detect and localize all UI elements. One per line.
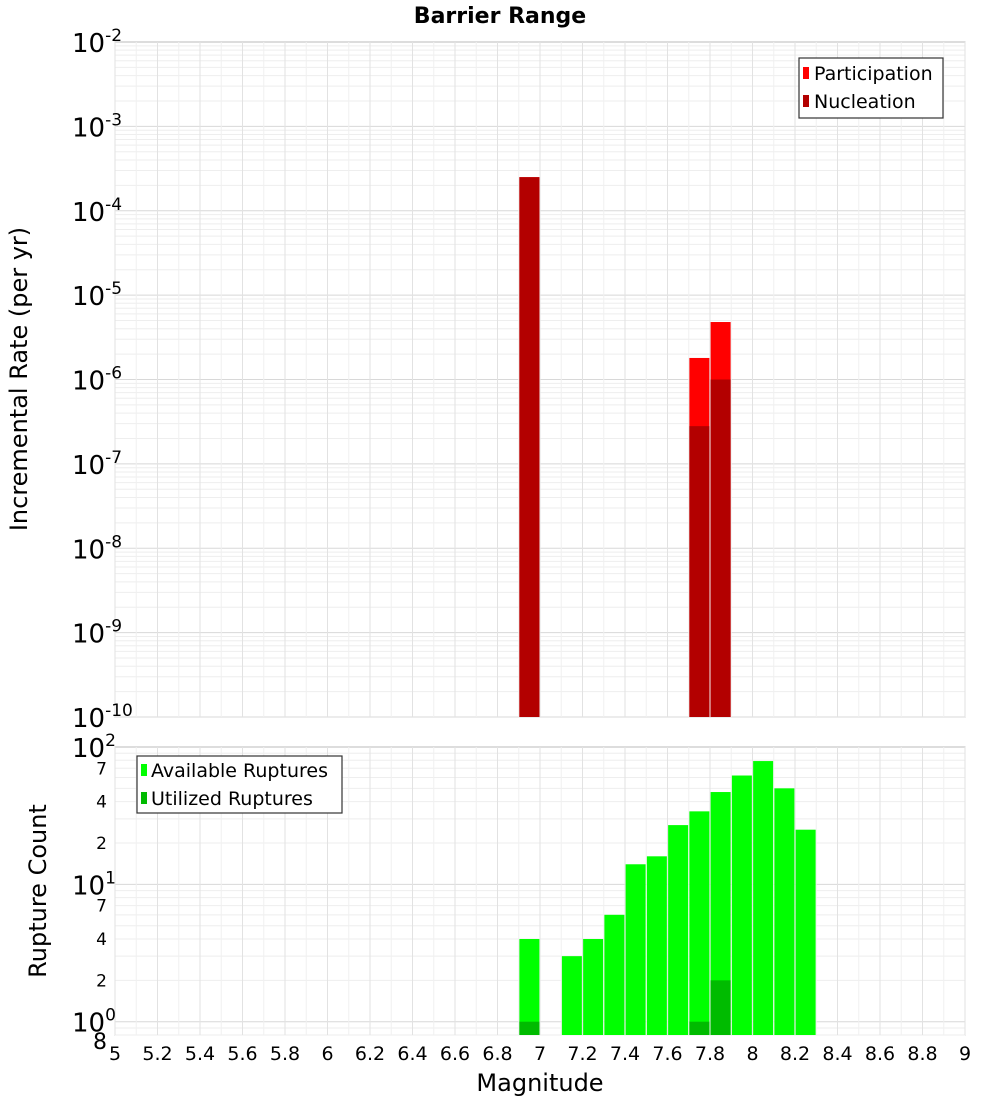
bar-available-ruptures — [774, 788, 795, 1035]
bottom-y-tick-labels: 102 101 100 7 4 2 7 4 2 8 — [72, 731, 116, 1055]
top-grid — [114, 42, 966, 718]
y-tick-label: 10-2 — [72, 26, 122, 59]
x-tick-label: 6.2 — [355, 1043, 385, 1065]
bottom-y-axis-label: Rupture Count — [24, 804, 52, 978]
legend-label-available: Available Ruptures — [151, 760, 328, 782]
legend-label-nucleation: Nucleation — [814, 91, 916, 113]
x-tick-label: 6.8 — [482, 1043, 512, 1065]
legend-swatch-available — [141, 764, 147, 776]
y-tick-label: 10-8 — [72, 532, 122, 565]
x-tick-label: 5.4 — [185, 1043, 215, 1065]
top-y-tick-labels: 10-2 10-3 10-4 10-5 10-6 10-7 10-8 10-9 10-10 — [72, 26, 133, 734]
bar-nucleation — [710, 379, 731, 717]
legend-swatch-participation — [803, 67, 809, 79]
bar-available-ruptures — [561, 956, 582, 1035]
bar-utilized-ruptures — [519, 1021, 540, 1035]
y-minor-tick-label: 4 — [96, 793, 107, 813]
bar-available-ruptures — [753, 761, 774, 1035]
x-tick-label: 5 — [109, 1043, 121, 1065]
x-tick-label: 8.2 — [780, 1043, 810, 1065]
bar-available-ruptures — [625, 864, 646, 1035]
y-tick-label: 10-5 — [72, 279, 122, 312]
legend-label-utilized: Utilized Ruptures — [151, 788, 313, 810]
bar-available-ruptures — [731, 775, 752, 1035]
x-axis-label: Magnitude — [476, 1069, 603, 1097]
x-tick-label: 5.8 — [270, 1043, 300, 1065]
y-tick-label: 102 — [72, 731, 116, 764]
legend-swatch-utilized — [141, 792, 147, 804]
bar-utilized-ruptures — [689, 1021, 710, 1035]
x-tick-label: 7 — [534, 1043, 546, 1065]
x-tick-label: 7.2 — [567, 1043, 597, 1065]
x-tick-label: 8 — [746, 1043, 758, 1065]
y-minor-tick-label: 7 — [96, 759, 107, 779]
legend-swatch-nucleation — [803, 95, 809, 107]
bottom-bars — [519, 761, 816, 1035]
y-tick-label: 101 — [72, 868, 116, 901]
bar-available-ruptures — [795, 829, 816, 1035]
bar-available-ruptures — [668, 825, 689, 1035]
y-tick-label: 100 — [72, 1006, 116, 1039]
y-tick-label: 10-7 — [72, 448, 122, 481]
x-tick-label: 6.4 — [397, 1043, 427, 1065]
top-plot: 10-2 10-3 10-4 10-5 10-6 10-7 10-8 10-9 10-10 In… — [5, 26, 966, 734]
bottom-legend: Available Ruptures Utilized Ruptures — [136, 755, 343, 814]
y-tick-label: 10-4 — [72, 195, 122, 228]
x-tick-label: 8.4 — [822, 1043, 852, 1065]
y-minor-tick-label: 4 — [96, 930, 107, 950]
top-bars — [519, 177, 731, 717]
x-tick-label: 5.2 — [142, 1043, 172, 1065]
y-tick-label: 10-9 — [72, 617, 122, 650]
top-y-axis-label: Incremental Rate (per yr) — [5, 227, 33, 531]
legend-label-participation: Participation — [814, 63, 933, 85]
y-minor-tick-label: 8 — [93, 1030, 107, 1055]
bar-nucleation — [689, 426, 710, 717]
y-minor-tick-label: 2 — [96, 834, 107, 854]
y-minor-tick-label: 7 — [96, 897, 107, 917]
x-tick-label: 6 — [321, 1043, 333, 1065]
bar-available-ruptures — [583, 939, 604, 1035]
x-tick-label: 8.6 — [865, 1043, 895, 1065]
top-legend: Participation Nucleation — [798, 57, 944, 119]
bar-nucleation — [519, 177, 540, 717]
bar-available-ruptures — [689, 811, 710, 1035]
x-tick-label: 9 — [959, 1043, 971, 1065]
top-legend-box — [798, 57, 944, 119]
x-tick-label: 8.8 — [907, 1043, 937, 1065]
x-tick-label: 5.6 — [227, 1043, 257, 1065]
x-tick-label: 7.4 — [610, 1043, 640, 1065]
bottom-plot: 102 101 100 7 4 2 7 4 2 8 5 5.2 5.4 5.6 5.8 6 6.2 6.4 6.6… — [24, 731, 971, 1097]
bar-available-ruptures — [604, 914, 625, 1035]
bar-utilized-ruptures — [710, 980, 731, 1035]
x-tick-label: 7.6 — [652, 1043, 682, 1065]
x-tick-label: 7.8 — [695, 1043, 725, 1065]
y-tick-label: 10-6 — [72, 364, 122, 397]
x-tick-labels: 5 5.2 5.4 5.6 5.8 6 6.2 6.4 6.6 6.8 7 7.2 7.4 7.6 7.8 8… — [109, 1043, 971, 1065]
chart-title: Barrier Range — [414, 4, 586, 29]
y-minor-tick-label: 2 — [96, 971, 107, 991]
bottom-legend-box — [136, 755, 343, 814]
bottom-grid — [114, 747, 966, 1036]
y-tick-label: 10-10 — [72, 701, 133, 734]
y-tick-label: 10-3 — [72, 110, 122, 143]
bar-available-ruptures — [710, 792, 731, 1035]
bar-available-ruptures — [519, 939, 540, 1035]
bar-available-ruptures — [646, 856, 667, 1035]
x-tick-label: 6.6 — [440, 1043, 470, 1065]
